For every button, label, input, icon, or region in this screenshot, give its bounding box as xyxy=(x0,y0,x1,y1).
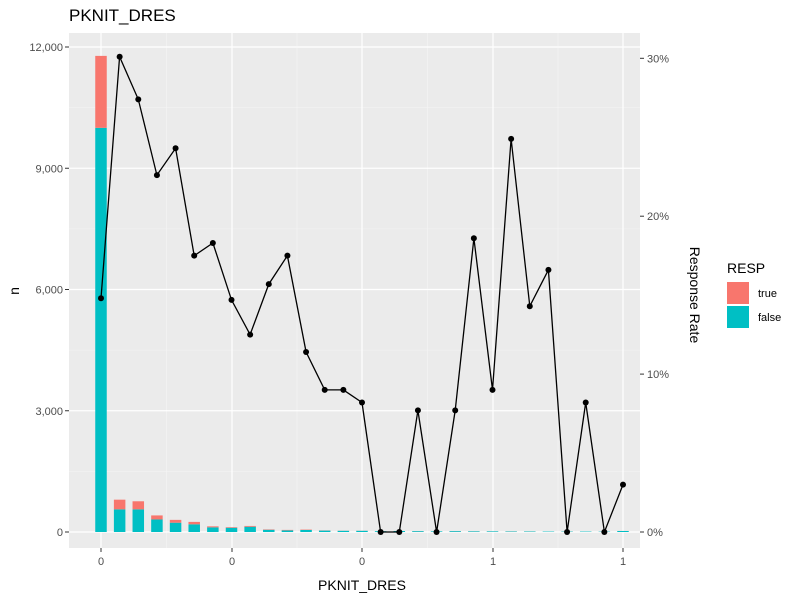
response-rate-point xyxy=(452,407,459,414)
response-rate-point xyxy=(433,529,440,535)
bar-false xyxy=(318,530,331,532)
response-rate-point xyxy=(116,53,123,60)
response-rate-point xyxy=(359,399,365,406)
response-rate-point xyxy=(265,281,272,288)
response-rate-point xyxy=(582,399,589,406)
y2-tick-label: 30% xyxy=(647,53,669,65)
bar-false xyxy=(263,529,275,532)
response-rate-point xyxy=(396,529,403,535)
response-rate-point xyxy=(508,135,515,142)
x-tick-label: 0 xyxy=(98,556,104,568)
x-axis: 0 0 0 1 1 xyxy=(98,548,626,568)
response-rate-point xyxy=(377,529,384,535)
plot-panel xyxy=(69,33,640,548)
response-rate-point xyxy=(303,348,310,355)
bar-false xyxy=(207,527,219,532)
response-rate-point xyxy=(526,303,533,310)
legend-label-false: false xyxy=(758,312,781,324)
y-axis-right: 0% 10% 20% 30% xyxy=(640,53,669,539)
bar-true xyxy=(188,521,200,525)
bar-false xyxy=(113,509,126,532)
y2-tick-label: 10% xyxy=(647,369,669,381)
response-rate-point xyxy=(489,386,496,393)
response-rate-point xyxy=(153,172,160,179)
bar-false xyxy=(132,509,145,532)
response-rate-point xyxy=(340,386,347,393)
x-tick-label: 0 xyxy=(359,556,365,568)
bar-false xyxy=(188,524,200,532)
response-rate-point xyxy=(601,529,608,535)
legend: RESP true false xyxy=(727,260,781,328)
bar-false xyxy=(449,531,461,532)
response-rate-point xyxy=(620,481,626,488)
bar-false xyxy=(95,127,107,532)
bar-true xyxy=(225,527,238,528)
grid-minor xyxy=(69,33,640,548)
bar-false xyxy=(356,530,368,532)
response-rate-point xyxy=(228,296,235,303)
response-rate-points xyxy=(98,53,626,535)
response-rate-point xyxy=(414,407,421,414)
bar-true xyxy=(151,515,163,520)
x-tick-label: 0 xyxy=(229,556,235,568)
response-rate-point xyxy=(172,145,179,152)
y2-tick-label: 20% xyxy=(647,211,669,223)
bar-true xyxy=(244,525,256,527)
response-rate-point xyxy=(470,235,477,242)
bar-false xyxy=(617,530,629,532)
bar-false xyxy=(468,531,480,532)
response-rate-point xyxy=(135,96,142,103)
legend-key-true xyxy=(727,282,749,304)
y-tick-label: 6,000 xyxy=(35,285,63,297)
bar-true xyxy=(113,499,126,510)
bars xyxy=(95,55,629,532)
response-rate-point xyxy=(284,252,291,259)
bar-true xyxy=(132,501,145,510)
response-rate-point xyxy=(545,266,552,273)
y-tick-label: 9,000 xyxy=(35,163,63,175)
bar-false xyxy=(244,526,256,532)
chart-title: PKNIT_DRES xyxy=(69,6,176,25)
response-rate-point xyxy=(321,386,328,393)
y2-axis-title: Response Rate xyxy=(687,247,703,344)
y-axis-left: 0 3,000 6,000 9,000 12,000 xyxy=(29,42,69,539)
response-rate-point xyxy=(247,331,254,338)
y-tick-label: 3,000 xyxy=(35,406,63,418)
y-tick-label: 0 xyxy=(57,527,63,539)
response-rate-point xyxy=(98,295,104,302)
bar-false xyxy=(486,531,499,532)
response-rate-point xyxy=(564,529,571,535)
x-axis-title: PKNIT_DRES xyxy=(318,577,406,593)
bar-false xyxy=(300,529,312,532)
y-tick-label: 12,000 xyxy=(29,42,63,54)
response-rate-point xyxy=(191,252,198,259)
legend-label-true: true xyxy=(758,288,777,300)
bar-true xyxy=(207,526,219,528)
bar-false xyxy=(151,519,163,532)
legend-title: RESP xyxy=(727,260,765,276)
bar-false xyxy=(169,522,182,532)
y2-tick-label: 0% xyxy=(647,527,663,539)
bar-false xyxy=(412,531,424,532)
bar-false xyxy=(225,527,238,532)
x-tick-label: 1 xyxy=(620,556,626,568)
x-tick-label: 1 xyxy=(490,556,496,568)
response-rate-point xyxy=(209,240,216,247)
bar-false xyxy=(281,530,294,532)
bar-true xyxy=(169,519,182,523)
y-axis-title: n xyxy=(6,287,22,295)
bar-false xyxy=(337,530,350,532)
bar-true xyxy=(95,55,107,128)
legend-key-false xyxy=(727,306,749,328)
